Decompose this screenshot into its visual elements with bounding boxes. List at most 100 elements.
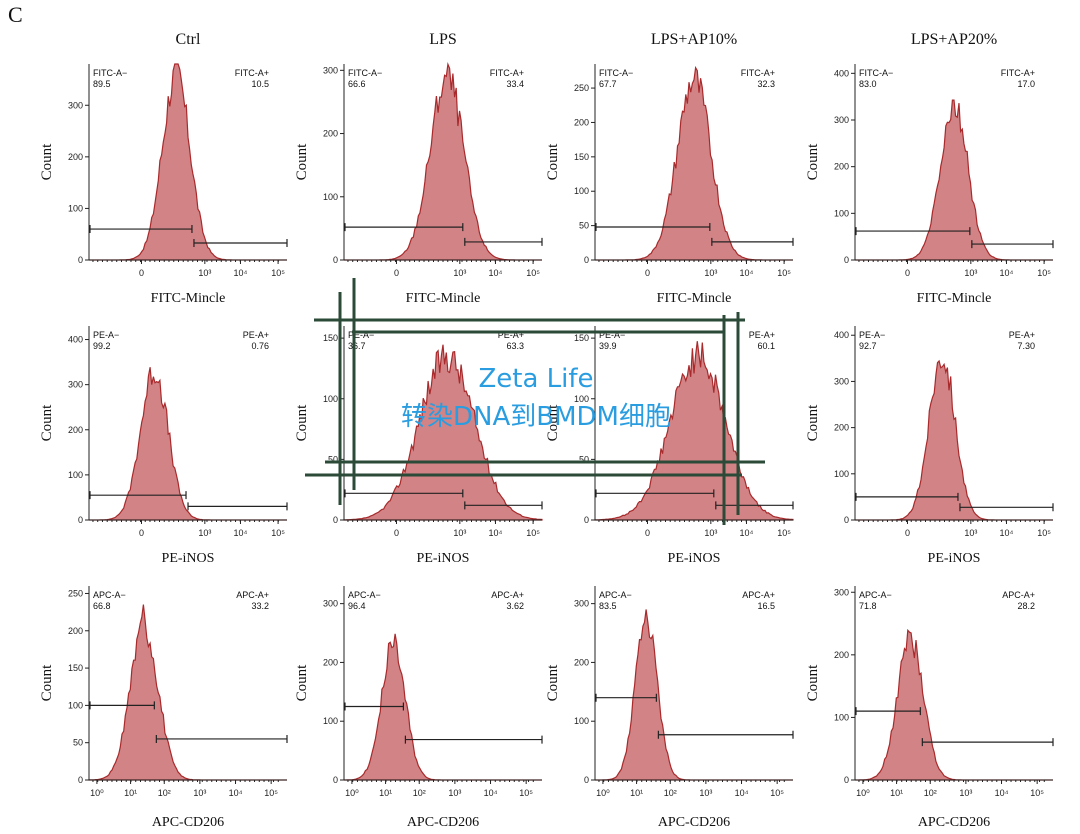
x-tick-label: 10⁵ bbox=[1037, 268, 1051, 278]
positive-percent: 33.2 bbox=[251, 601, 269, 611]
column-title: Ctrl bbox=[176, 31, 201, 48]
positive-percent: 3.62 bbox=[506, 601, 524, 611]
histogram-panel: 0 100 200 300 10⁰ 10¹ 10² 10³ 10⁴ 10⁵ APC-A−71.8 AP… bbox=[805, 586, 1054, 830]
x-tick-label: 10⁵ bbox=[777, 268, 791, 278]
x-tick-label: 10⁵ bbox=[1037, 528, 1051, 538]
positive-gate bbox=[971, 240, 1054, 249]
y-tick-label: 200 bbox=[68, 152, 83, 162]
positive-percent: 10.5 bbox=[251, 79, 269, 89]
x-tick-label: 10⁰ bbox=[596, 788, 610, 798]
positive-percent: 28.2 bbox=[1017, 601, 1035, 611]
negative-percent: 66.6 bbox=[348, 79, 366, 89]
negative-gate-label: FITC-A− bbox=[599, 68, 633, 78]
negative-percent: 83.5 bbox=[599, 601, 617, 611]
y-tick-label: 400 bbox=[834, 330, 849, 340]
y-tick-label: 250 bbox=[574, 83, 589, 93]
y-axis-label: Count bbox=[545, 143, 561, 181]
y-axis-label: Count bbox=[805, 664, 821, 702]
x-axis-label: APC-CD206 bbox=[918, 815, 990, 830]
negative-gate-label: APC-A− bbox=[93, 590, 126, 600]
y-axis-label: Count bbox=[294, 143, 310, 181]
histogram-curve bbox=[594, 341, 794, 521]
negative-gate bbox=[595, 693, 657, 702]
x-axis-label: PE-iNOS bbox=[162, 551, 215, 566]
histogram-curve bbox=[855, 628, 1053, 781]
x-tick-label: 10³ bbox=[959, 788, 972, 798]
negative-gate bbox=[595, 222, 711, 231]
y-tick-label: 100 bbox=[834, 712, 849, 722]
negative-gate bbox=[89, 225, 193, 234]
histogram-panel: 0 100 200 300 400 0 10³ 10⁴ 10⁵ PE-A−99.2 PE-A+0.7… bbox=[39, 326, 288, 566]
y-tick-label: 150 bbox=[68, 663, 83, 673]
y-tick-label: 0 bbox=[333, 255, 338, 265]
y-tick-label: 200 bbox=[68, 626, 83, 636]
positive-gate bbox=[657, 730, 794, 739]
negative-gate bbox=[344, 702, 404, 711]
positive-gate-label: APC-A+ bbox=[236, 590, 269, 600]
y-tick-label: 0 bbox=[78, 775, 83, 785]
negative-percent: 36.7 bbox=[348, 341, 366, 351]
positive-percent: 60.1 bbox=[757, 341, 775, 351]
y-tick-label: 0 bbox=[78, 255, 83, 265]
y-tick-label: 300 bbox=[834, 587, 849, 597]
x-tick-label: 0 bbox=[905, 268, 910, 278]
y-tick-label: 100 bbox=[574, 394, 589, 404]
y-tick-label: 200 bbox=[834, 423, 849, 433]
y-tick-label: 300 bbox=[323, 599, 338, 609]
positive-percent: 33.4 bbox=[506, 79, 524, 89]
positive-gate-label: FITC-A+ bbox=[490, 68, 524, 78]
negative-gate-label: PE-A− bbox=[348, 330, 374, 340]
y-tick-label: 200 bbox=[834, 650, 849, 660]
positive-percent: 17.0 bbox=[1017, 79, 1035, 89]
y-tick-label: 50 bbox=[328, 454, 338, 464]
x-tick-label: 10⁰ bbox=[90, 788, 104, 798]
positive-gate-label: FITC-A+ bbox=[1001, 68, 1035, 78]
positive-gate bbox=[464, 501, 543, 510]
x-tick-label: 10⁴ bbox=[740, 528, 754, 538]
positive-percent: 32.3 bbox=[757, 79, 775, 89]
negative-gate-label: FITC-A− bbox=[348, 68, 382, 78]
axis-frame bbox=[88, 326, 287, 521]
y-tick-label: 150 bbox=[323, 333, 338, 343]
histogram-curve bbox=[89, 63, 287, 261]
histogram-curve bbox=[343, 344, 543, 521]
negative-gate-label: FITC-A− bbox=[859, 68, 893, 78]
x-tick-label: 10² bbox=[413, 788, 426, 798]
positive-gate bbox=[464, 237, 543, 246]
positive-gate-label: PE-A+ bbox=[1009, 330, 1035, 340]
x-tick-label: 10⁵ bbox=[770, 788, 784, 798]
x-tick-label: 10⁴ bbox=[489, 268, 503, 278]
negative-gate bbox=[855, 227, 971, 236]
y-tick-label: 100 bbox=[834, 469, 849, 479]
y-tick-label: 0 bbox=[333, 775, 338, 785]
positive-gate-label: PE-A+ bbox=[243, 330, 269, 340]
y-tick-label: 150 bbox=[574, 152, 589, 162]
y-axis-label: Count bbox=[39, 143, 55, 181]
y-axis-label: Count bbox=[294, 664, 310, 702]
y-tick-label: 300 bbox=[323, 65, 338, 75]
y-tick-label: 100 bbox=[834, 208, 849, 218]
y-tick-label: 0 bbox=[844, 515, 849, 525]
x-tick-label: 0 bbox=[645, 268, 650, 278]
y-axis-label: Count bbox=[39, 664, 55, 702]
negative-gate bbox=[595, 489, 715, 498]
y-tick-label: 150 bbox=[574, 333, 589, 343]
x-tick-label: 10³ bbox=[453, 268, 466, 278]
positive-gate bbox=[715, 501, 794, 510]
negative-percent: 39.9 bbox=[599, 341, 617, 351]
x-tick-label: 10⁴ bbox=[735, 788, 749, 798]
histogram-curve bbox=[344, 62, 542, 261]
y-tick-label: 300 bbox=[574, 599, 589, 609]
y-axis-label: Count bbox=[545, 664, 561, 702]
x-tick-label: 10³ bbox=[704, 268, 717, 278]
y-tick-label: 300 bbox=[68, 100, 83, 110]
positive-percent: 63.3 bbox=[506, 341, 524, 351]
negative-gate-label: APC-A− bbox=[599, 590, 632, 600]
y-tick-label: 100 bbox=[68, 203, 83, 213]
negative-percent: 92.7 bbox=[859, 341, 877, 351]
y-tick-label: 100 bbox=[323, 394, 338, 404]
x-axis-label: FITC-Mincle bbox=[657, 291, 732, 306]
x-tick-label: 10⁴ bbox=[1000, 268, 1014, 278]
y-tick-label: 400 bbox=[68, 335, 83, 345]
